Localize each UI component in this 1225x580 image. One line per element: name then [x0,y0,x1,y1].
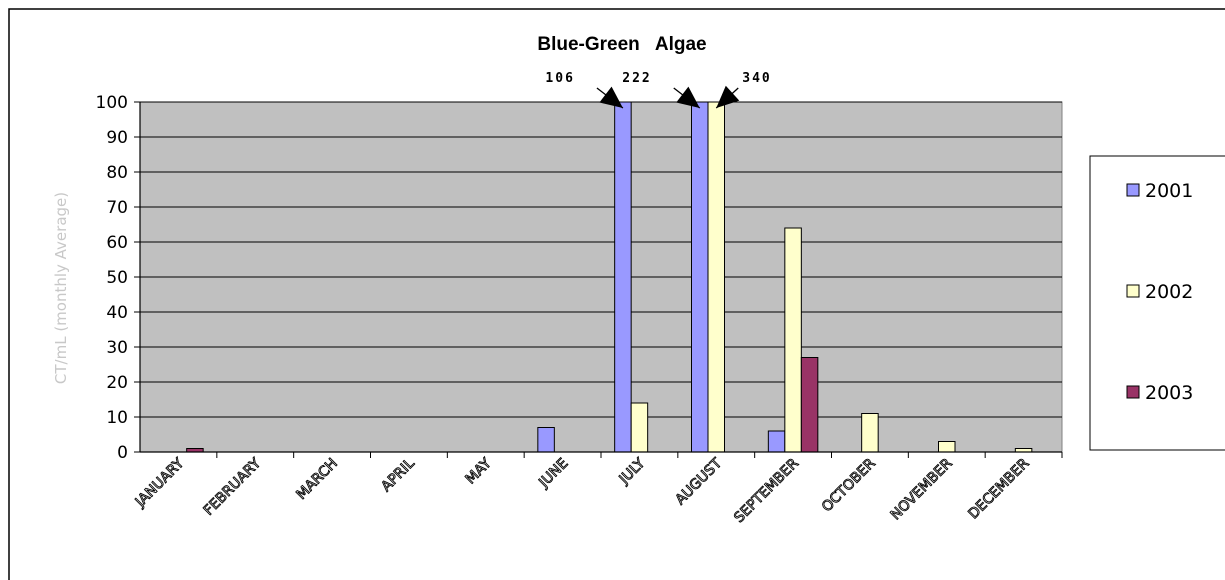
y-tick-label: 0 [117,443,128,463]
bar-2002-august [707,101,725,453]
y-tick-label: 30 [106,338,128,358]
y-axis-label: CT/mL (monthly Average) [52,192,70,384]
y-tick-labels: 0 10 20 30 40 50 60 70 80 90 100 [96,93,128,463]
bar-2001-september [767,430,786,453]
y-tick-label: 50 [106,268,128,288]
y-tick-label: 40 [106,303,128,323]
annotation-arrow-head [716,85,740,108]
y-tick-label: 100 [96,93,128,113]
legend-swatch-2002 [1126,284,1140,298]
annotation-label: 106 [545,71,574,86]
bar-2001-july [614,101,632,453]
legend-swatch-2003 [1126,385,1140,399]
bar-2002-july [630,402,649,453]
bar-2003-september [800,357,819,453]
legend: 2001 2002 2003 [1089,155,1225,451]
legend-swatch-2001 [1126,183,1140,197]
bars [186,101,1033,453]
bar-2001-june [537,427,555,453]
legend-label-2001: 2001 [1145,180,1193,202]
chart-title: Blue-Green Algae [537,34,706,55]
y-tick-label: 80 [106,163,128,183]
legend-label-2002: 2002 [1145,281,1193,303]
y-tick-label: 60 [106,233,128,253]
y-tick-label: 70 [106,198,128,218]
bar-2002-november [938,441,956,453]
legend-label-2003: 2003 [1145,382,1193,404]
annotation-arrow-head [599,86,623,108]
y-tick-label: 90 [106,128,128,148]
bar-2002-october [861,413,879,453]
y-tick-label: 20 [106,373,128,393]
annotation-label: 222 [622,71,651,86]
bar-2002-september [784,227,802,453]
annotations: 106 222 340 [545,71,771,109]
legend-box [1089,155,1225,451]
annotation-label: 340 [742,71,771,86]
bar-2001-august [691,101,709,453]
y-tick-label: 10 [106,408,128,428]
axes [134,101,1063,458]
annotation-arrow-head [676,86,700,108]
